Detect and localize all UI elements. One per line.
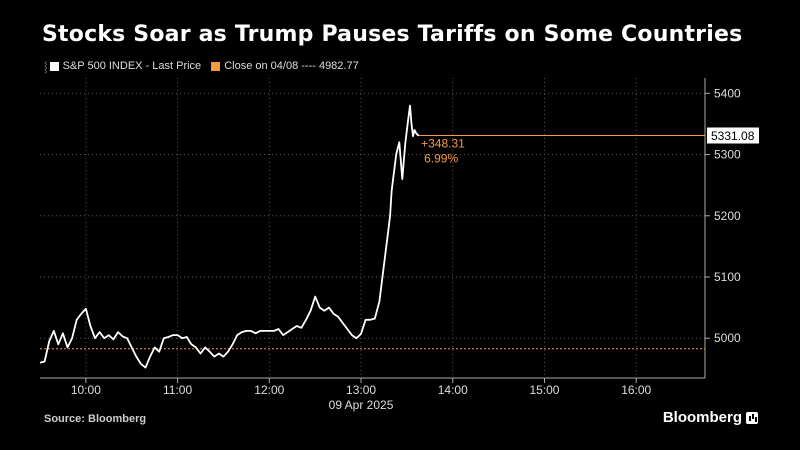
change-annotation: +348.31 xyxy=(421,137,465,151)
change-pct-annotation: 6.99% xyxy=(424,152,458,166)
series-line-sp500 xyxy=(39,104,420,369)
legend-swatch-price xyxy=(49,61,59,71)
legend-series-label: S&P 500 INDEX - Last Price xyxy=(62,60,202,72)
x-tick-label: 14:00 xyxy=(438,383,468,397)
x-tick-label: 16:00 xyxy=(621,383,651,397)
last-value-badge xyxy=(707,127,759,144)
series-group xyxy=(39,104,420,369)
chart-title: Stocks Soar as Trump Pauses Tariffs on S… xyxy=(42,22,743,47)
y-tick-label: 5300 xyxy=(714,148,741,162)
x-tick-label: 13:00 xyxy=(346,383,376,397)
legend-swatch-close xyxy=(211,61,221,71)
y-tick-label: 5400 xyxy=(714,86,741,100)
legend-handle-icon: ⸾ xyxy=(44,62,48,73)
bloomberg-badge-icon xyxy=(746,411,758,424)
chart-axes: 5000 5100 5200 5300 5400 10:00 11:00 12:00 13:00… xyxy=(40,78,741,412)
x-tick-label: 11:00 xyxy=(163,383,192,397)
brand-name: Bloomberg xyxy=(662,409,742,426)
reference-line-group xyxy=(40,135,705,350)
y-tick-label: 5200 xyxy=(714,209,741,223)
last-value-label: 5331.08 xyxy=(711,129,755,143)
chart-grid xyxy=(40,78,705,378)
y-tick-label: 5000 xyxy=(714,331,741,345)
y-tick-label: 5100 xyxy=(714,270,741,284)
chart-legend: ⸾ S&P 500 INDEX - Last Price Close on 04… xyxy=(44,59,359,73)
x-tick-label: 10:00 xyxy=(71,383,101,397)
brand-logo: Bloomberg xyxy=(663,409,758,426)
source-note: Source: Bloomberg xyxy=(44,413,147,425)
legend-close-label: Close on 04/08 ---- 4982.77 xyxy=(224,60,359,72)
chart-labels: 5331.08 +348.316.99% xyxy=(421,127,759,166)
x-tick-label: 12:00 xyxy=(254,383,284,397)
x-tick-label: 15:00 xyxy=(529,383,559,397)
x-date-label: 09 Apr 2025 xyxy=(329,398,394,412)
